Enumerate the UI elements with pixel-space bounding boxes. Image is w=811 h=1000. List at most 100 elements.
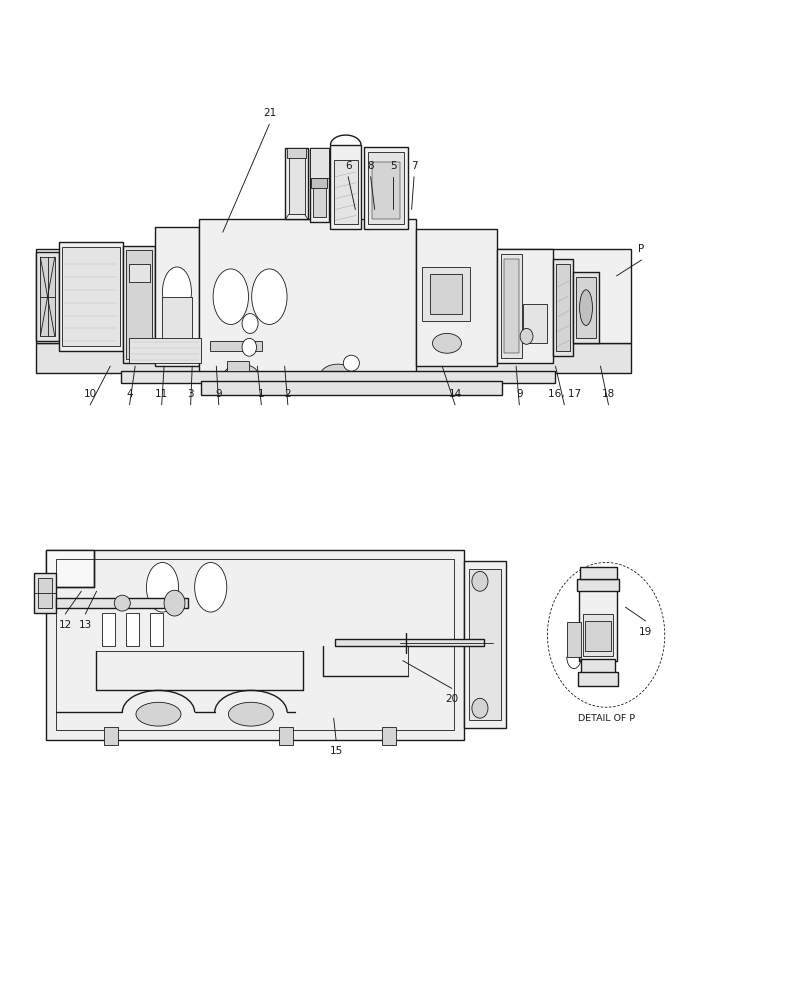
Bar xyxy=(500,254,521,358)
Bar xyxy=(55,559,453,730)
Text: 3: 3 xyxy=(187,389,194,399)
Text: P: P xyxy=(637,244,644,254)
Bar xyxy=(102,613,115,646)
Bar xyxy=(41,257,54,336)
Text: 15: 15 xyxy=(329,746,342,756)
Bar xyxy=(226,361,249,371)
Bar xyxy=(36,249,630,343)
Bar xyxy=(36,343,630,373)
Bar xyxy=(123,246,155,363)
Text: 13: 13 xyxy=(79,620,92,630)
Bar xyxy=(496,249,552,363)
Ellipse shape xyxy=(242,338,256,356)
Bar xyxy=(504,259,518,353)
Ellipse shape xyxy=(242,314,258,333)
Bar xyxy=(381,727,396,745)
Bar xyxy=(161,297,192,356)
Bar xyxy=(287,148,306,158)
Bar xyxy=(566,622,581,657)
Ellipse shape xyxy=(520,328,532,344)
Text: 21: 21 xyxy=(263,108,276,118)
Bar xyxy=(38,578,53,608)
Bar xyxy=(364,147,408,229)
Bar xyxy=(309,148,328,222)
Text: 18: 18 xyxy=(601,389,615,399)
Bar xyxy=(416,229,496,366)
Bar xyxy=(330,145,361,229)
Bar xyxy=(58,242,123,351)
Text: 19: 19 xyxy=(638,627,651,637)
Bar xyxy=(585,621,610,651)
Text: 6: 6 xyxy=(345,161,351,171)
Bar xyxy=(579,567,616,579)
Ellipse shape xyxy=(343,355,359,371)
Bar xyxy=(210,341,262,351)
Bar xyxy=(430,274,461,314)
Text: 16, 17: 16, 17 xyxy=(547,389,580,399)
Text: 9: 9 xyxy=(515,389,522,399)
Bar xyxy=(578,589,616,661)
Bar xyxy=(62,247,120,346)
Text: 11: 11 xyxy=(155,389,168,399)
Bar xyxy=(312,178,325,217)
Bar xyxy=(577,579,618,591)
Bar xyxy=(104,727,118,745)
Text: 1: 1 xyxy=(258,389,264,399)
Bar xyxy=(577,672,617,686)
Ellipse shape xyxy=(471,698,487,718)
Text: 14: 14 xyxy=(448,389,461,399)
Bar xyxy=(522,304,546,343)
Text: 12: 12 xyxy=(58,620,72,630)
Bar xyxy=(127,250,152,359)
Bar xyxy=(468,569,500,720)
Ellipse shape xyxy=(162,267,191,317)
Text: DETAIL OF P: DETAIL OF P xyxy=(577,714,634,723)
Bar xyxy=(556,264,569,351)
Bar xyxy=(36,252,58,341)
Ellipse shape xyxy=(223,364,259,388)
Bar xyxy=(573,272,599,343)
Bar xyxy=(127,613,139,646)
Bar xyxy=(46,550,463,740)
Text: 4: 4 xyxy=(126,389,133,399)
Bar xyxy=(121,371,554,383)
Text: 9: 9 xyxy=(215,389,221,399)
Bar xyxy=(34,573,56,613)
Bar xyxy=(552,259,573,356)
Bar xyxy=(367,152,404,224)
Text: 20: 20 xyxy=(444,694,457,704)
Bar xyxy=(150,613,163,646)
Bar xyxy=(285,148,307,219)
Ellipse shape xyxy=(579,290,592,325)
Bar xyxy=(129,264,149,282)
Text: 5: 5 xyxy=(389,161,396,171)
Bar xyxy=(581,659,614,674)
Bar xyxy=(333,160,358,224)
Bar xyxy=(155,227,200,366)
Text: 8: 8 xyxy=(367,161,374,171)
Bar xyxy=(309,148,328,178)
Bar xyxy=(335,639,483,646)
Ellipse shape xyxy=(114,595,131,611)
Ellipse shape xyxy=(195,562,226,612)
Bar xyxy=(129,338,201,363)
Ellipse shape xyxy=(212,269,248,324)
Bar xyxy=(582,614,612,656)
Bar xyxy=(371,162,400,219)
Bar xyxy=(55,598,188,608)
Ellipse shape xyxy=(135,702,181,726)
Bar xyxy=(311,178,327,188)
Bar xyxy=(288,153,304,214)
Text: 2: 2 xyxy=(284,389,291,399)
Ellipse shape xyxy=(146,562,178,612)
Text: 7: 7 xyxy=(410,161,417,171)
Bar xyxy=(576,277,595,338)
Ellipse shape xyxy=(228,702,273,726)
Bar xyxy=(422,267,470,321)
Ellipse shape xyxy=(320,364,355,388)
Bar xyxy=(46,550,94,587)
Bar xyxy=(279,727,293,745)
Bar xyxy=(463,561,505,728)
Ellipse shape xyxy=(471,571,487,591)
Text: 10: 10 xyxy=(84,389,97,399)
